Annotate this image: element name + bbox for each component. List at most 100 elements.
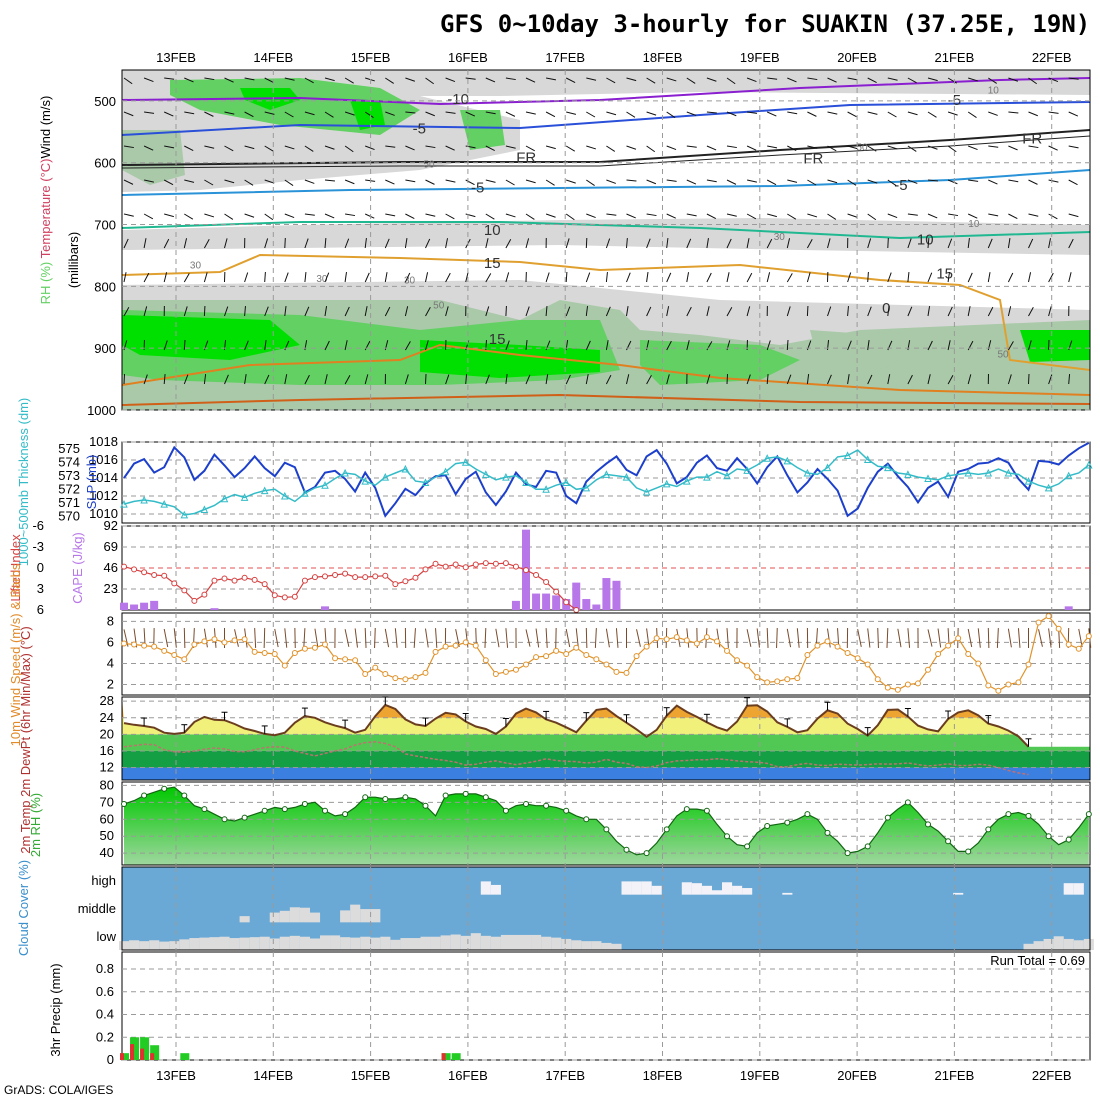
wind-barb — [304, 306, 310, 317]
thickness-marker — [1024, 477, 1033, 485]
wind-barb — [847, 374, 850, 385]
wind-barb — [465, 77, 476, 80]
upper-air-y-tick: 900 — [94, 341, 116, 356]
isotherm-line — [121, 253, 1091, 371]
wind-barb — [304, 238, 309, 249]
wind10-marker — [362, 670, 369, 677]
rh-contour-label: 10 — [988, 85, 1000, 96]
wind-barb — [324, 213, 335, 219]
wind-barb — [324, 111, 334, 118]
cloud-low-bar — [561, 938, 572, 950]
wind-barb — [123, 272, 127, 283]
cloud-low-bar — [380, 936, 391, 950]
thickness-marker — [843, 451, 852, 459]
rh-shaded-region — [122, 130, 185, 185]
precip-total-bar — [150, 1045, 160, 1060]
wind10-marker — [573, 644, 580, 651]
wind10-marker — [844, 649, 851, 656]
wind-barb — [244, 77, 255, 81]
date-label-bottom: 22FEB — [1032, 1068, 1072, 1083]
cloud-low-bar — [219, 936, 230, 950]
rh2m-marker — [1045, 833, 1052, 840]
wind10-marker — [814, 642, 821, 649]
wind10-barb — [776, 628, 778, 648]
wind-barb — [123, 213, 134, 217]
rh-contour-label: 30 — [190, 260, 202, 271]
wind-barb — [385, 179, 395, 185]
wind-barb — [746, 179, 757, 183]
wind-barb — [364, 306, 368, 317]
wind-barb — [505, 111, 516, 117]
wind-barb — [425, 179, 435, 185]
wind-barb — [1048, 238, 1051, 249]
wind-barb — [746, 272, 753, 283]
rh2m-marker — [543, 802, 550, 809]
precip-convective-bar — [120, 1053, 124, 1060]
wind-barb — [304, 145, 314, 152]
thickness-y-tick: 575 — [58, 441, 80, 456]
rh2m-marker — [663, 826, 670, 833]
wind10-barb — [907, 628, 911, 648]
wind-barb — [284, 77, 295, 81]
wind-barb — [505, 340, 510, 351]
isotherm-label: 10 — [484, 222, 501, 239]
wind-barb — [123, 238, 129, 249]
wind-barb — [827, 213, 837, 220]
thickness-marker — [783, 456, 792, 465]
wind-barb — [706, 374, 711, 385]
wind-barb — [364, 111, 374, 119]
wind-barb — [385, 77, 394, 84]
upper-air-ylabel-unit-part: (millibars) — [66, 232, 81, 288]
wind-barb — [867, 306, 872, 317]
wind-barb — [666, 272, 672, 283]
cloud-high-bar — [651, 885, 662, 895]
wind10-marker — [482, 657, 489, 664]
wind-barb — [706, 238, 709, 249]
wind-barb — [404, 374, 409, 385]
cloud-middle-bar — [299, 907, 310, 923]
wind10-marker — [663, 636, 670, 643]
upper-air-ylabel-unit: (millibars) — [66, 232, 81, 288]
wind-barb — [143, 306, 148, 317]
lifted-marker — [472, 561, 479, 568]
slp-ylabel-part: SLP (mb) — [84, 455, 99, 510]
wind-barb — [907, 272, 910, 283]
wind10-marker — [925, 666, 931, 673]
cloud-high-bar — [490, 884, 501, 895]
wind10-marker — [352, 657, 359, 664]
lifted-ylabel: Lifted Index — [8, 534, 23, 602]
wind-barb — [706, 213, 717, 219]
wind-barb — [1068, 179, 1078, 186]
wind-barb — [646, 145, 656, 153]
wind-barb — [204, 213, 215, 218]
lifted-marker — [352, 574, 359, 581]
credit-text: GrADS: COLA/IGES — [4, 1083, 114, 1097]
wind-barb — [947, 238, 953, 249]
thickness-marker — [863, 455, 872, 464]
wind10-marker — [1055, 625, 1062, 632]
wind-barb — [304, 213, 315, 216]
wind-barb — [525, 238, 530, 249]
wind-barb — [968, 145, 978, 151]
wind10-marker — [231, 637, 238, 644]
wind10-barb — [254, 628, 257, 648]
cloud-low-bar — [330, 935, 341, 950]
wind-barb — [787, 213, 797, 220]
wind-barb — [184, 77, 194, 83]
wind-barb — [324, 272, 330, 283]
wind-barb — [344, 306, 350, 317]
wind-barb — [304, 272, 307, 283]
wind-barb — [565, 213, 575, 221]
wind-barb — [344, 145, 354, 153]
wind-barb — [143, 77, 154, 83]
wind-barb — [545, 272, 550, 283]
wind10-marker — [422, 669, 429, 676]
lifted-marker — [291, 593, 298, 600]
wind10-barb — [996, 628, 999, 648]
wind-barb — [847, 145, 858, 150]
wind-barb — [425, 238, 431, 249]
wind10-marker — [121, 640, 127, 647]
thickness-marker — [743, 466, 751, 474]
thickness-marker — [140, 495, 148, 504]
wind10-barb — [796, 628, 800, 648]
